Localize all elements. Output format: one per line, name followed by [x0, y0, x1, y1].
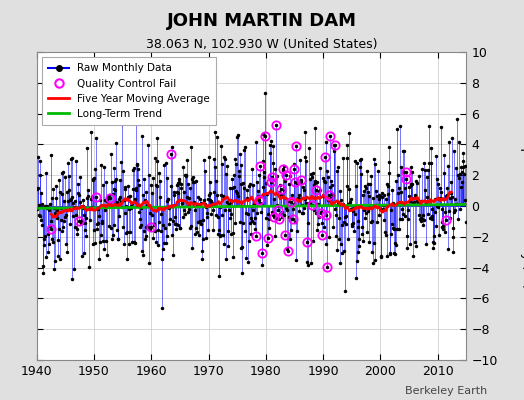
Text: JOHN MARTIN DAM: JOHN MARTIN DAM: [167, 12, 357, 30]
Y-axis label: Temperature Anomaly (°C): Temperature Anomaly (°C): [520, 122, 524, 290]
Text: Berkeley Earth: Berkeley Earth: [405, 386, 487, 396]
Text: 38.063 N, 102.930 W (United States): 38.063 N, 102.930 W (United States): [146, 38, 378, 51]
Legend: Raw Monthly Data, Quality Control Fail, Five Year Moving Average, Long-Term Tren: Raw Monthly Data, Quality Control Fail, …: [42, 57, 216, 125]
